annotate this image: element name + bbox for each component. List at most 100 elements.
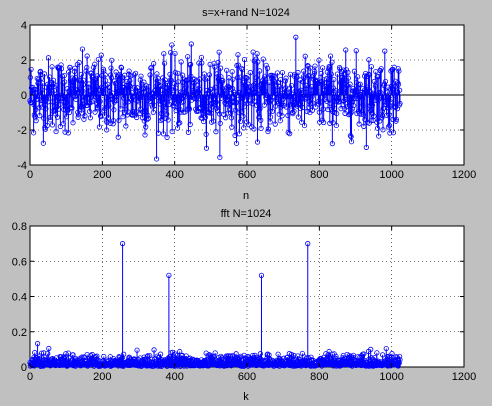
stem-marker bbox=[397, 87, 403, 93]
stem-marker bbox=[313, 104, 319, 110]
stem-peak-marker bbox=[258, 272, 265, 278]
stem-marker bbox=[187, 61, 194, 67]
stem-marker bbox=[131, 72, 137, 78]
stem-marker bbox=[236, 131, 243, 137]
stem-marker bbox=[115, 134, 121, 140]
stem-marker bbox=[95, 56, 101, 63]
stem-marker bbox=[385, 84, 391, 90]
x-tick-label: 0 bbox=[27, 371, 33, 383]
stem-marker bbox=[269, 108, 275, 114]
stem-marker bbox=[349, 108, 355, 115]
stem-marker bbox=[57, 123, 63, 130]
stem-marker bbox=[260, 56, 266, 62]
stem-marker bbox=[53, 128, 59, 135]
stem-marker bbox=[392, 84, 398, 90]
stem-marker bbox=[143, 124, 149, 130]
stem-marker bbox=[37, 113, 43, 119]
stem-marker bbox=[312, 63, 318, 69]
stem-marker bbox=[78, 104, 84, 110]
stem-marker bbox=[172, 50, 178, 57]
stem-marker bbox=[38, 75, 44, 82]
stem-marker bbox=[62, 129, 68, 135]
stem-marker bbox=[243, 75, 249, 81]
stem-marker bbox=[75, 114, 81, 120]
stem-marker bbox=[254, 139, 261, 145]
stem-marker bbox=[172, 69, 178, 76]
stem-marker bbox=[165, 117, 171, 123]
stem-marker bbox=[37, 68, 44, 74]
stem-marker bbox=[271, 73, 277, 79]
y-tick-label: 0 bbox=[21, 90, 27, 102]
stem-marker bbox=[105, 81, 111, 87]
stem-marker bbox=[106, 103, 112, 109]
stem-marker bbox=[344, 83, 350, 89]
stem-marker bbox=[155, 130, 161, 136]
stem-marker bbox=[102, 72, 108, 78]
stem-marker bbox=[295, 353, 301, 359]
stem-marker bbox=[147, 72, 153, 78]
stem-marker bbox=[279, 69, 286, 76]
stem-marker bbox=[184, 107, 190, 113]
stem-marker bbox=[294, 74, 300, 80]
stem-marker bbox=[329, 59, 335, 65]
stem-marker bbox=[138, 73, 144, 79]
stem-marker bbox=[157, 351, 164, 357]
stem-marker bbox=[306, 73, 312, 79]
stem-marker bbox=[369, 102, 376, 108]
x-tick-label: 1000 bbox=[379, 169, 403, 181]
stem-marker bbox=[111, 107, 117, 113]
stem-marker bbox=[195, 108, 201, 114]
stem-marker bbox=[92, 109, 98, 115]
stem-marker bbox=[96, 124, 103, 130]
stem-marker bbox=[266, 352, 272, 358]
stem-marker bbox=[265, 128, 271, 135]
stem-marker bbox=[349, 106, 355, 112]
stem-marker bbox=[98, 114, 104, 120]
stem-marker bbox=[316, 57, 322, 63]
stem-marker bbox=[67, 64, 73, 71]
stem-marker bbox=[218, 353, 224, 360]
stem-marker bbox=[82, 113, 88, 119]
chart-title-signal: s=x+rand N=1024 bbox=[202, 7, 290, 19]
stem-marker bbox=[255, 59, 261, 65]
stem-marker bbox=[110, 118, 117, 124]
stem-marker bbox=[390, 130, 397, 136]
stem-marker bbox=[79, 46, 86, 52]
stem-marker bbox=[161, 51, 167, 57]
stem-marker bbox=[38, 71, 44, 78]
stem-marker bbox=[350, 352, 356, 358]
stem-marker bbox=[241, 125, 247, 131]
stem-marker bbox=[44, 122, 50, 128]
stem-marker bbox=[156, 84, 163, 90]
stem-marker bbox=[66, 69, 72, 75]
y-tick-label: 0.4 bbox=[12, 292, 27, 304]
stem-peak-marker bbox=[166, 272, 172, 278]
stem-marker bbox=[206, 72, 212, 78]
x-tick-label: 1200 bbox=[452, 169, 476, 181]
stem-marker bbox=[36, 105, 42, 111]
stem-marker bbox=[134, 347, 140, 353]
stem-marker bbox=[84, 53, 90, 59]
stem-marker bbox=[159, 116, 165, 122]
stem-marker bbox=[224, 67, 230, 73]
stem-marker bbox=[374, 125, 381, 131]
stem-marker bbox=[265, 65, 271, 71]
stem-marker bbox=[134, 114, 140, 121]
stem-marker bbox=[70, 352, 76, 358]
stem-marker bbox=[262, 73, 268, 79]
stem-marker bbox=[368, 118, 374, 124]
stem-marker bbox=[153, 156, 160, 162]
stem-marker bbox=[356, 121, 362, 127]
stem-marker bbox=[87, 108, 93, 115]
stem-marker bbox=[214, 105, 220, 111]
stem-marker bbox=[201, 71, 207, 77]
stem-marker bbox=[188, 41, 194, 47]
stem-marker bbox=[223, 115, 229, 121]
stem-marker bbox=[251, 126, 257, 132]
stem-marker bbox=[351, 102, 357, 109]
stem-marker bbox=[389, 351, 395, 357]
stem-marker bbox=[164, 134, 170, 140]
stem-marker bbox=[169, 128, 175, 135]
stem-marker bbox=[151, 347, 157, 353]
